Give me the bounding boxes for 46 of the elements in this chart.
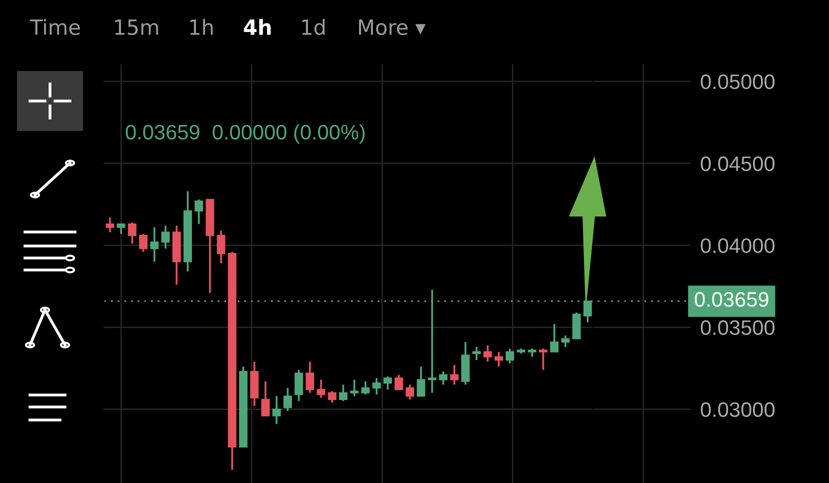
candlestick <box>483 344 492 363</box>
y-tick-label: 0.05000 <box>700 74 774 90</box>
candlestick <box>150 226 159 263</box>
candlestick <box>428 288 436 394</box>
candlestick <box>106 216 114 234</box>
text: 1h <box>190 18 213 35</box>
candlestick <box>272 395 281 425</box>
text: More ▾ <box>359 20 426 36</box>
candlestick <box>439 370 448 386</box>
candlestick <box>316 378 326 399</box>
candlestick <box>116 223 126 235</box>
candlestick <box>506 348 514 364</box>
candlestick <box>339 384 348 402</box>
ref-line-label: 0.03659 <box>694 292 768 307</box>
candlestick <box>416 366 426 398</box>
candlestick <box>328 390 336 404</box>
candlestick <box>494 350 503 368</box>
candlestick <box>128 221 136 245</box>
text: 15m <box>115 20 158 36</box>
text: 0.03659 0.00000 (0.00%) <box>126 124 365 144</box>
y-tick-label: 0.04000 <box>700 238 774 254</box>
candlestick <box>261 380 270 417</box>
y-tick-label: 0.03000 <box>700 402 774 417</box>
candlestick <box>283 387 292 412</box>
candlestick <box>294 368 304 402</box>
candlestick <box>561 334 570 348</box>
text: 1d <box>302 18 325 36</box>
candlestick <box>139 232 148 253</box>
text: 4h <box>244 18 271 35</box>
candlestick <box>472 346 481 361</box>
candlestick <box>372 377 381 396</box>
candlestick <box>550 323 559 353</box>
candlestick <box>538 348 548 371</box>
candlestick <box>306 360 314 394</box>
candlestick <box>194 198 204 225</box>
candlestick <box>406 384 414 400</box>
y-tick-label: 0.04500 <box>700 156 774 172</box>
candlestick <box>450 364 459 386</box>
candlestick <box>361 380 370 396</box>
candlestick <box>350 378 359 398</box>
text: Time <box>30 18 80 36</box>
candlestick <box>161 224 170 250</box>
candlestick <box>216 230 226 264</box>
candlestick <box>394 374 404 390</box>
y-tick-label: 0.03500 <box>700 320 774 336</box>
candlestick <box>383 376 392 390</box>
